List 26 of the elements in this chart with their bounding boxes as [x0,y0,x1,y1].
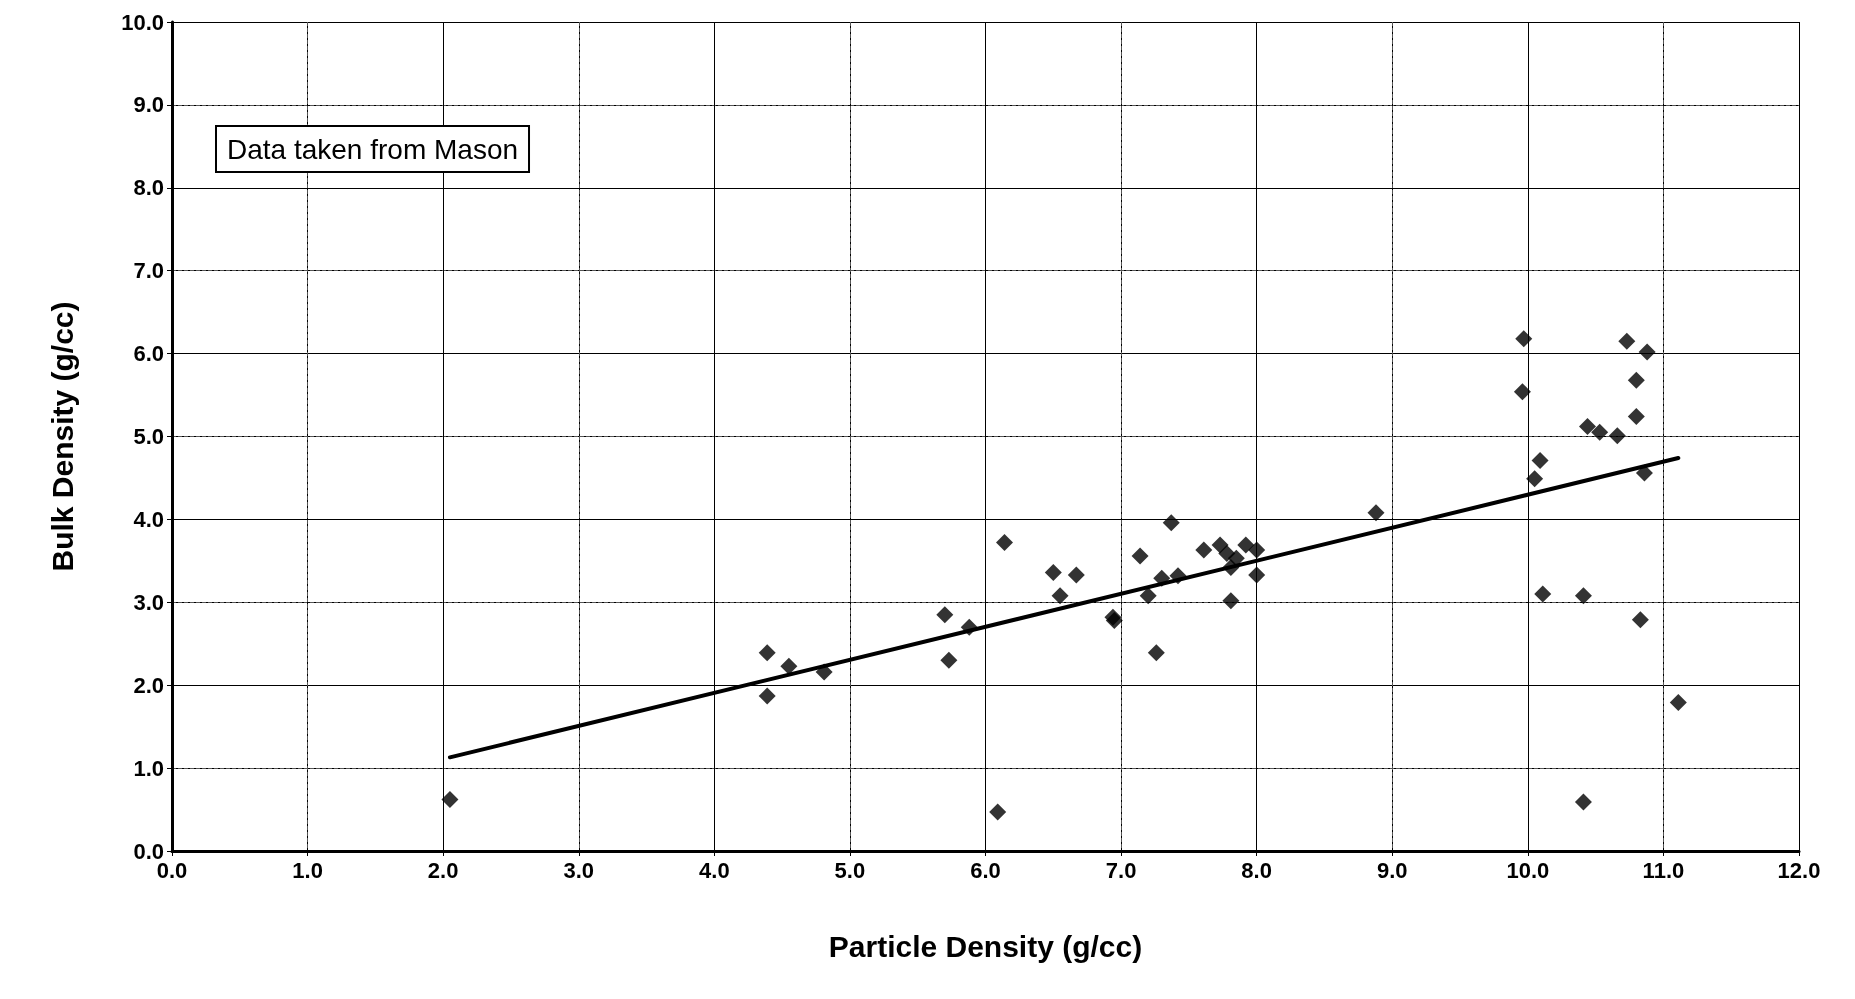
x-tick-label: 7.0 [1105,857,1137,883]
y-tick-label: 8.0 [133,175,164,201]
y-tick-label: 1.0 [133,755,164,781]
y-tick-label: 2.0 [133,672,164,698]
y-tick-label: 7.0 [133,258,164,284]
x-tick-label: 12.0 [1777,857,1821,883]
x-tick-label: 10.0 [1506,857,1550,883]
y-tick-label: 0.0 [133,838,164,864]
y-tick-label: 9.0 [133,92,164,118]
annotation: Data taken from Mason [227,133,519,165]
y-tick-label: 5.0 [133,424,164,449]
y-tick-label: 6.0 [133,341,164,367]
x-tick-label: 4.0 [699,857,730,883]
x-tick-label: 1.0 [292,857,323,883]
x-tick-label: 5.0 [834,857,866,883]
x-tick-label: 2.0 [427,857,459,883]
x-axis-title: Particle Density (g/cc) [828,929,1143,963]
x-tick-label: 3.0 [563,857,595,883]
y-tick-label: 10.0 [121,9,164,35]
x-tick-label: 11.0 [1642,857,1685,883]
y-tick-label: 4.0 [133,506,164,532]
y-axis-title: Bulk Density (g/cc) [45,301,79,572]
x-tick-label: 8.0 [1241,857,1272,883]
y-tick-label: 3.0 [133,589,164,615]
x-tick-label: 6.0 [970,857,1001,883]
x-tick-label: 9.0 [1376,857,1408,883]
